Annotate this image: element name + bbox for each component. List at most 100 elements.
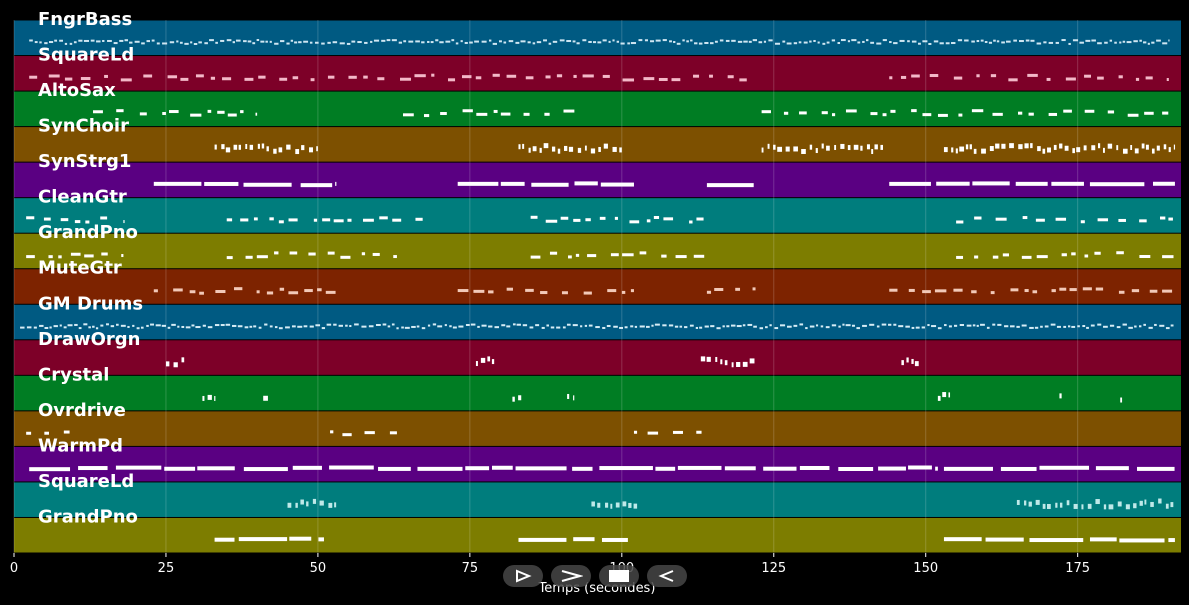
note xyxy=(630,325,634,328)
note xyxy=(470,323,476,326)
note xyxy=(834,144,837,150)
note xyxy=(473,289,485,293)
note xyxy=(1089,182,1145,187)
note xyxy=(274,42,279,45)
note xyxy=(1061,253,1067,257)
track-lane[interactable] xyxy=(14,340,1181,375)
note xyxy=(1065,77,1076,81)
note xyxy=(610,253,619,257)
track-lane[interactable] xyxy=(14,411,1181,446)
note xyxy=(644,39,648,42)
track-lane[interactable] xyxy=(14,20,1181,56)
note xyxy=(658,77,668,81)
track-lane[interactable] xyxy=(14,198,1181,233)
note xyxy=(682,39,685,42)
track-lane[interactable] xyxy=(14,162,1181,198)
note xyxy=(326,323,332,326)
note xyxy=(736,361,741,367)
note xyxy=(568,255,572,259)
track-notes xyxy=(214,143,1176,155)
note xyxy=(280,40,285,43)
note xyxy=(1050,323,1056,326)
note xyxy=(207,109,212,113)
note xyxy=(327,41,331,44)
note xyxy=(403,40,407,43)
note xyxy=(288,291,299,295)
note xyxy=(105,323,109,326)
note xyxy=(1162,289,1173,293)
note xyxy=(1042,503,1046,509)
note xyxy=(1168,217,1173,221)
note xyxy=(59,324,62,327)
note xyxy=(607,289,617,293)
note xyxy=(1002,253,1009,257)
note xyxy=(233,144,238,150)
note xyxy=(95,327,99,330)
note xyxy=(1055,41,1059,44)
note xyxy=(630,289,634,293)
note xyxy=(698,42,703,45)
track-lane[interactable] xyxy=(14,517,1181,553)
note xyxy=(736,325,742,328)
forward-button[interactable] xyxy=(551,565,591,587)
note xyxy=(1068,42,1071,45)
note xyxy=(179,41,183,44)
note xyxy=(328,502,333,508)
note xyxy=(278,147,283,153)
note xyxy=(556,326,561,329)
rewind-button[interactable] xyxy=(647,565,687,587)
note xyxy=(363,75,368,79)
note xyxy=(574,181,598,186)
note xyxy=(1015,181,1048,186)
track-lane[interactable] xyxy=(14,304,1181,340)
note xyxy=(238,537,288,542)
note xyxy=(184,42,189,45)
note xyxy=(997,323,1002,326)
note xyxy=(260,40,265,43)
track-lane[interactable] xyxy=(14,446,1181,482)
note xyxy=(984,40,988,43)
note xyxy=(1119,538,1165,543)
note xyxy=(401,326,404,329)
note xyxy=(911,326,915,329)
note xyxy=(364,431,375,435)
note xyxy=(550,326,555,329)
note xyxy=(551,146,556,152)
note xyxy=(933,40,939,43)
track-lane[interactable] xyxy=(14,269,1181,304)
note xyxy=(583,291,592,295)
note xyxy=(210,76,216,80)
note xyxy=(529,326,534,329)
note xyxy=(256,290,260,294)
track-lane[interactable] xyxy=(14,56,1181,91)
note xyxy=(1162,255,1174,259)
play-button[interactable] xyxy=(503,565,543,587)
track-lane[interactable] xyxy=(14,233,1181,269)
note xyxy=(379,216,388,220)
note xyxy=(602,74,610,78)
note xyxy=(862,324,867,327)
note xyxy=(971,109,984,113)
note xyxy=(613,325,618,328)
note xyxy=(1055,502,1058,508)
note xyxy=(146,324,149,327)
track-lane[interactable] xyxy=(14,375,1181,411)
note xyxy=(309,325,314,328)
note xyxy=(1131,289,1140,293)
note xyxy=(448,78,456,82)
note xyxy=(964,39,969,42)
note xyxy=(303,40,309,43)
track-lane[interactable] xyxy=(14,91,1181,127)
track-lane[interactable] xyxy=(14,127,1181,162)
note xyxy=(457,181,499,186)
note xyxy=(974,216,982,220)
note xyxy=(992,255,999,259)
note xyxy=(1148,326,1153,329)
note xyxy=(737,40,743,43)
note xyxy=(948,392,951,398)
stop-button[interactable] xyxy=(599,565,639,587)
track-lane[interactable] xyxy=(14,482,1181,517)
note xyxy=(1013,39,1017,42)
stop-icon xyxy=(609,570,629,582)
